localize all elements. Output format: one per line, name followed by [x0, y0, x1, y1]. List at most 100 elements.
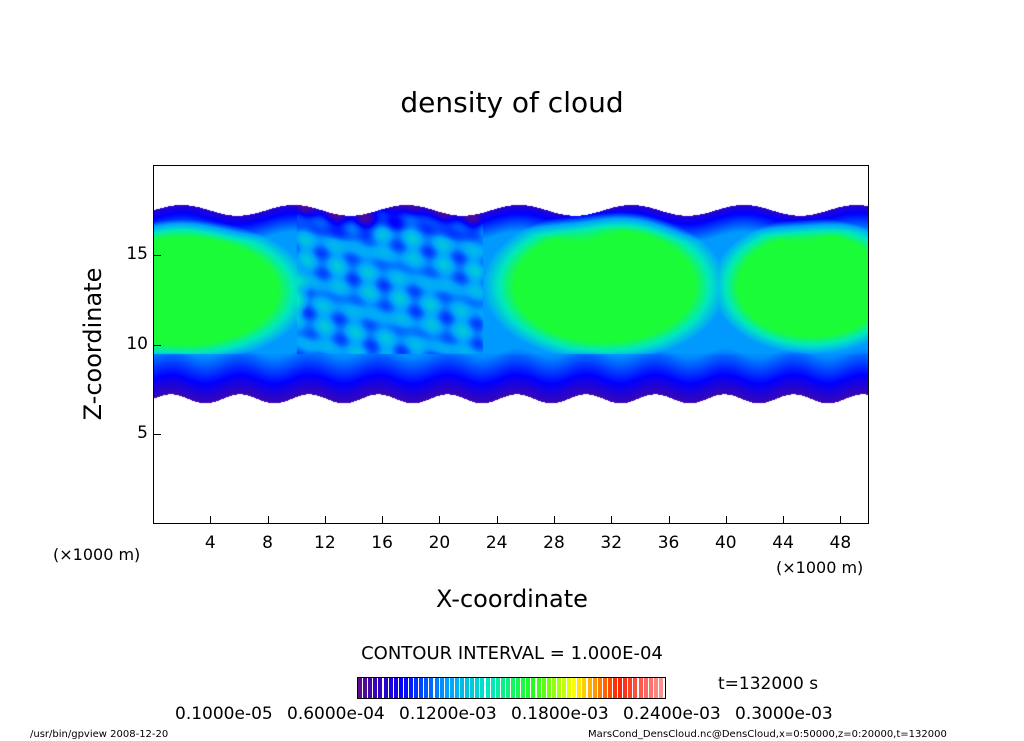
colorbar-swatch — [638, 678, 643, 698]
y-tick-label: 15 — [126, 243, 148, 264]
colorbar-swatch — [470, 678, 475, 698]
colorbar-swatch — [419, 678, 424, 698]
colorbar-swatch — [449, 678, 454, 698]
colorbar-swatch — [454, 678, 459, 698]
x-tick-mark — [382, 516, 384, 524]
x-tick-mark — [439, 516, 441, 524]
colorbar-swatch — [562, 678, 566, 698]
colorbar-swatch — [409, 678, 413, 698]
y-tick-mark — [153, 254, 161, 256]
y-tick-mark — [153, 344, 161, 346]
colorbar-swatch — [592, 678, 597, 698]
x-tick-label: 32 — [600, 533, 623, 553]
colorbar-swatch — [373, 678, 378, 698]
colorbar-swatch — [618, 678, 623, 698]
colorbar-swatch — [505, 678, 510, 698]
x-tick-mark — [611, 516, 613, 524]
colorbar-swatch — [368, 678, 373, 698]
colorbar-swatch — [398, 678, 403, 698]
x-tick-mark — [324, 516, 326, 524]
x-tick-label: 16 — [371, 533, 393, 553]
colorbar — [357, 677, 666, 699]
colorbar-swatch — [556, 678, 561, 698]
colorbar-swatch — [378, 678, 383, 698]
colorbar-swatch — [643, 678, 648, 698]
x-tick-mark — [783, 516, 785, 524]
x-tick-mark — [553, 516, 555, 524]
colorbar-label: 0.3000e-03 — [735, 704, 833, 724]
x-tick-mark — [267, 516, 269, 524]
colorbar-swatch — [500, 678, 505, 698]
density-field — [153, 165, 869, 524]
y-tick-mark — [153, 434, 161, 436]
y-tick-label: 5 — [137, 423, 148, 444]
colorbar-swatch — [429, 678, 434, 698]
colorbar-swatch — [546, 678, 551, 698]
colorbar-swatch — [358, 678, 362, 698]
colorbar-label: 0.6000e-04 — [287, 704, 385, 724]
colorbar-label: 0.2400e-03 — [623, 704, 721, 724]
x-tick-label: 28 — [543, 533, 565, 553]
colorbar-swatch — [572, 678, 577, 698]
colorbar-swatch — [541, 678, 546, 698]
colorbar-swatch — [393, 678, 398, 698]
colorbar-swatch — [613, 678, 617, 698]
x-tick-label: 4 — [204, 533, 216, 553]
colorbar-swatch — [623, 678, 628, 698]
x-tick-label: 40 — [714, 533, 737, 553]
colorbar-swatch — [582, 678, 587, 698]
x-tick-label: 36 — [657, 533, 680, 553]
colorbar-swatch — [628, 678, 633, 698]
colorbar-swatch — [653, 678, 658, 698]
colorbar-swatch — [434, 678, 439, 698]
x-tick-mark — [668, 516, 670, 524]
x-tick-label: 12 — [314, 533, 336, 553]
colorbar-swatch — [648, 678, 653, 698]
x-axis-label-text: X-coordinate — [436, 585, 588, 613]
x-tick-mark — [840, 516, 842, 524]
colorbar-swatch — [485, 678, 490, 698]
time-label: t=132000 s — [718, 674, 819, 694]
x-tick-label: 44 — [772, 533, 794, 553]
colorbar-swatch — [439, 678, 444, 698]
colorbar-swatch — [587, 678, 592, 698]
colorbar-label: 0.1200e-03 — [399, 704, 497, 724]
colorbar-swatch — [363, 678, 368, 698]
plot-frame — [153, 165, 869, 524]
colorbar-swatch — [597, 678, 602, 698]
x-tick-label: 48 — [829, 533, 852, 553]
contour-interval: CONTOUR INTERVAL = 1.000E-04 — [361, 643, 663, 664]
colorbar-swatch — [465, 678, 470, 698]
colorbar-swatch — [403, 678, 408, 698]
x-tick-label: 20 — [428, 533, 451, 553]
colorbar-swatch — [633, 678, 638, 698]
colorbar-swatch — [607, 678, 612, 698]
colorbar-swatch — [480, 678, 485, 698]
x-axis-label: X-coordinate — [0, 585, 1024, 613]
colorbar-swatch — [490, 678, 495, 698]
colorbar-swatch — [551, 678, 556, 698]
y-axis-label: Z-coordinate — [79, 267, 107, 421]
colorbar-swatch — [536, 678, 541, 698]
colorbar-swatch — [521, 678, 526, 698]
x-tick-mark — [725, 516, 727, 524]
x-unit-left: (×1000 m) — [53, 545, 141, 564]
colorbar-swatch — [424, 678, 429, 698]
colorbar-label: 0.1000e-05 — [175, 704, 273, 724]
x-tick-label: 8 — [262, 533, 273, 553]
x-unit-right: (×1000 m) — [776, 558, 864, 577]
colorbar-swatch — [414, 678, 419, 698]
colorbar-swatch — [658, 678, 663, 698]
chart-title: density of cloud — [400, 86, 624, 119]
colorbar-swatch — [531, 678, 536, 698]
colorbar-swatch — [526, 678, 531, 698]
colorbar-swatch — [444, 678, 449, 698]
colorbar-label: 0.1800e-03 — [511, 704, 609, 724]
x-tick-label: 24 — [485, 533, 508, 553]
footer-left: /usr/bin/gpview 2008-12-20 — [30, 729, 169, 740]
colorbar-swatch — [511, 678, 515, 698]
colorbar-swatch — [388, 678, 393, 698]
x-tick-mark — [210, 516, 212, 524]
colorbar-swatch — [475, 678, 480, 698]
colorbar-swatch — [567, 678, 572, 698]
